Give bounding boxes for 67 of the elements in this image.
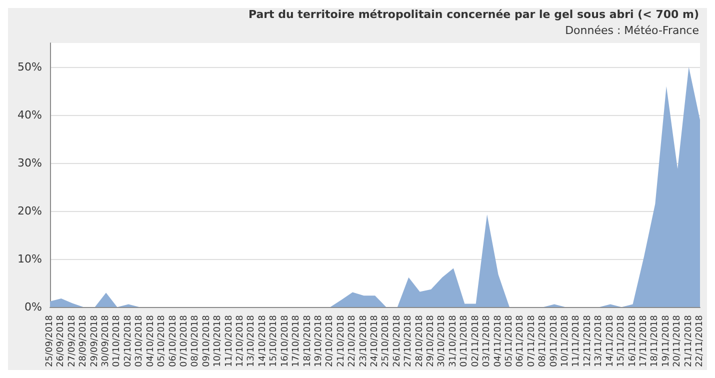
- chart-subtitle: Données : Météo-France: [565, 24, 700, 37]
- x-tick-label: 06/11/2018: [516, 314, 526, 367]
- x-tick-label: 23/10/2018: [358, 314, 369, 367]
- x-tick-label: 21/10/2018: [336, 314, 346, 367]
- x-tick-label: 15/11/2018: [616, 314, 627, 367]
- x-tick-label: 27/09/2018: [67, 314, 78, 367]
- x-tick-label: 05/10/2018: [157, 314, 168, 367]
- x-tick-label: 11/10/2018: [224, 314, 234, 367]
- x-tick-label: 14/11/2018: [605, 314, 616, 367]
- x-tick-label: 16/11/2018: [628, 314, 638, 367]
- x-tick-label: 30/09/2018: [101, 314, 112, 367]
- y-tick-label: 50%: [18, 60, 42, 74]
- y-tick-label: 30%: [18, 156, 42, 170]
- x-tick-label: 18/11/2018: [650, 314, 660, 367]
- x-tick-label: 09/11/2018: [549, 314, 560, 367]
- x-tick-label: 28/09/2018: [78, 314, 89, 367]
- x-tick-label: 12/11/2018: [582, 314, 593, 367]
- x-tick-label: 24/10/2018: [370, 314, 380, 367]
- x-tick-label: 28/10/2018: [414, 314, 425, 367]
- x-tick-label: 06/10/2018: [168, 314, 178, 367]
- x-tick-label: 04/10/2018: [146, 314, 156, 367]
- x-tick-label: 12/10/2018: [236, 314, 246, 367]
- x-tick-label: 27/10/2018: [404, 314, 414, 367]
- chart-title: Part du territoire métropolitain concernée par le gel sous abri (< 700 m): [248, 8, 700, 21]
- x-tick-label: 07/11/2018: [526, 314, 537, 367]
- x-tick-label: 26/10/2018: [392, 314, 402, 367]
- x-tick-label: 10/10/2018: [213, 314, 224, 367]
- x-tick-label: 20/10/2018: [325, 314, 336, 367]
- y-tick-label: 40%: [18, 108, 42, 122]
- x-tick-label: 13/10/2018: [246, 314, 257, 367]
- x-tick-label: 17/11/2018: [638, 314, 649, 367]
- x-tick-label: 08/10/2018: [190, 314, 201, 367]
- x-tick-label: 19/11/2018: [661, 314, 672, 367]
- y-tick-label: 20%: [18, 204, 42, 218]
- x-tick-label: 29/10/2018: [426, 314, 436, 367]
- x-tick-label: 10/11/2018: [560, 314, 571, 367]
- x-tick-label: 03/11/2018: [482, 314, 492, 367]
- x-tick-label: 03/10/2018: [134, 314, 145, 367]
- x-tick-label: 29/09/2018: [90, 314, 100, 367]
- x-tick-label: 05/11/2018: [504, 314, 514, 367]
- x-tick-label: 19/10/2018: [314, 314, 324, 367]
- x-tick-label: 16/10/2018: [280, 314, 290, 367]
- x-tick-label: 30/10/2018: [437, 314, 448, 367]
- x-tick-label: 01/10/2018: [112, 314, 122, 367]
- x-tick-label: 22/11/2018: [695, 314, 705, 367]
- x-tick-label: 13/11/2018: [594, 314, 604, 367]
- x-tick-label: 07/10/2018: [179, 314, 190, 367]
- x-tick-label: 04/11/2018: [493, 314, 504, 367]
- x-tick-label: 22/10/2018: [348, 314, 358, 367]
- x-tick-label: 17/10/2018: [292, 314, 302, 367]
- x-tick-label: 11/11/2018: [572, 314, 582, 367]
- x-tick-label: 01/11/2018: [460, 314, 470, 367]
- x-tick-label: 31/10/2018: [448, 314, 458, 367]
- x-tick-label: 14/10/2018: [258, 314, 268, 367]
- x-tick-label: 25/09/2018: [45, 314, 55, 367]
- x-tick-label: 02/11/2018: [470, 314, 481, 367]
- x-tick-label: 09/10/2018: [202, 314, 212, 367]
- x-tick-label: 26/09/2018: [56, 314, 66, 367]
- x-tick-label: 21/11/2018: [684, 314, 694, 367]
- x-tick-label: 02/10/2018: [123, 314, 134, 367]
- x-tick-label: 08/11/2018: [538, 314, 548, 367]
- x-tick-label: 15/10/2018: [269, 314, 280, 367]
- x-tick-label: 25/10/2018: [381, 314, 392, 367]
- x-tick-label: 18/10/2018: [302, 314, 313, 367]
- x-tick-label: 20/11/2018: [672, 314, 683, 367]
- y-tick-label: 0%: [24, 300, 42, 314]
- y-tick-label: 10%: [18, 252, 42, 266]
